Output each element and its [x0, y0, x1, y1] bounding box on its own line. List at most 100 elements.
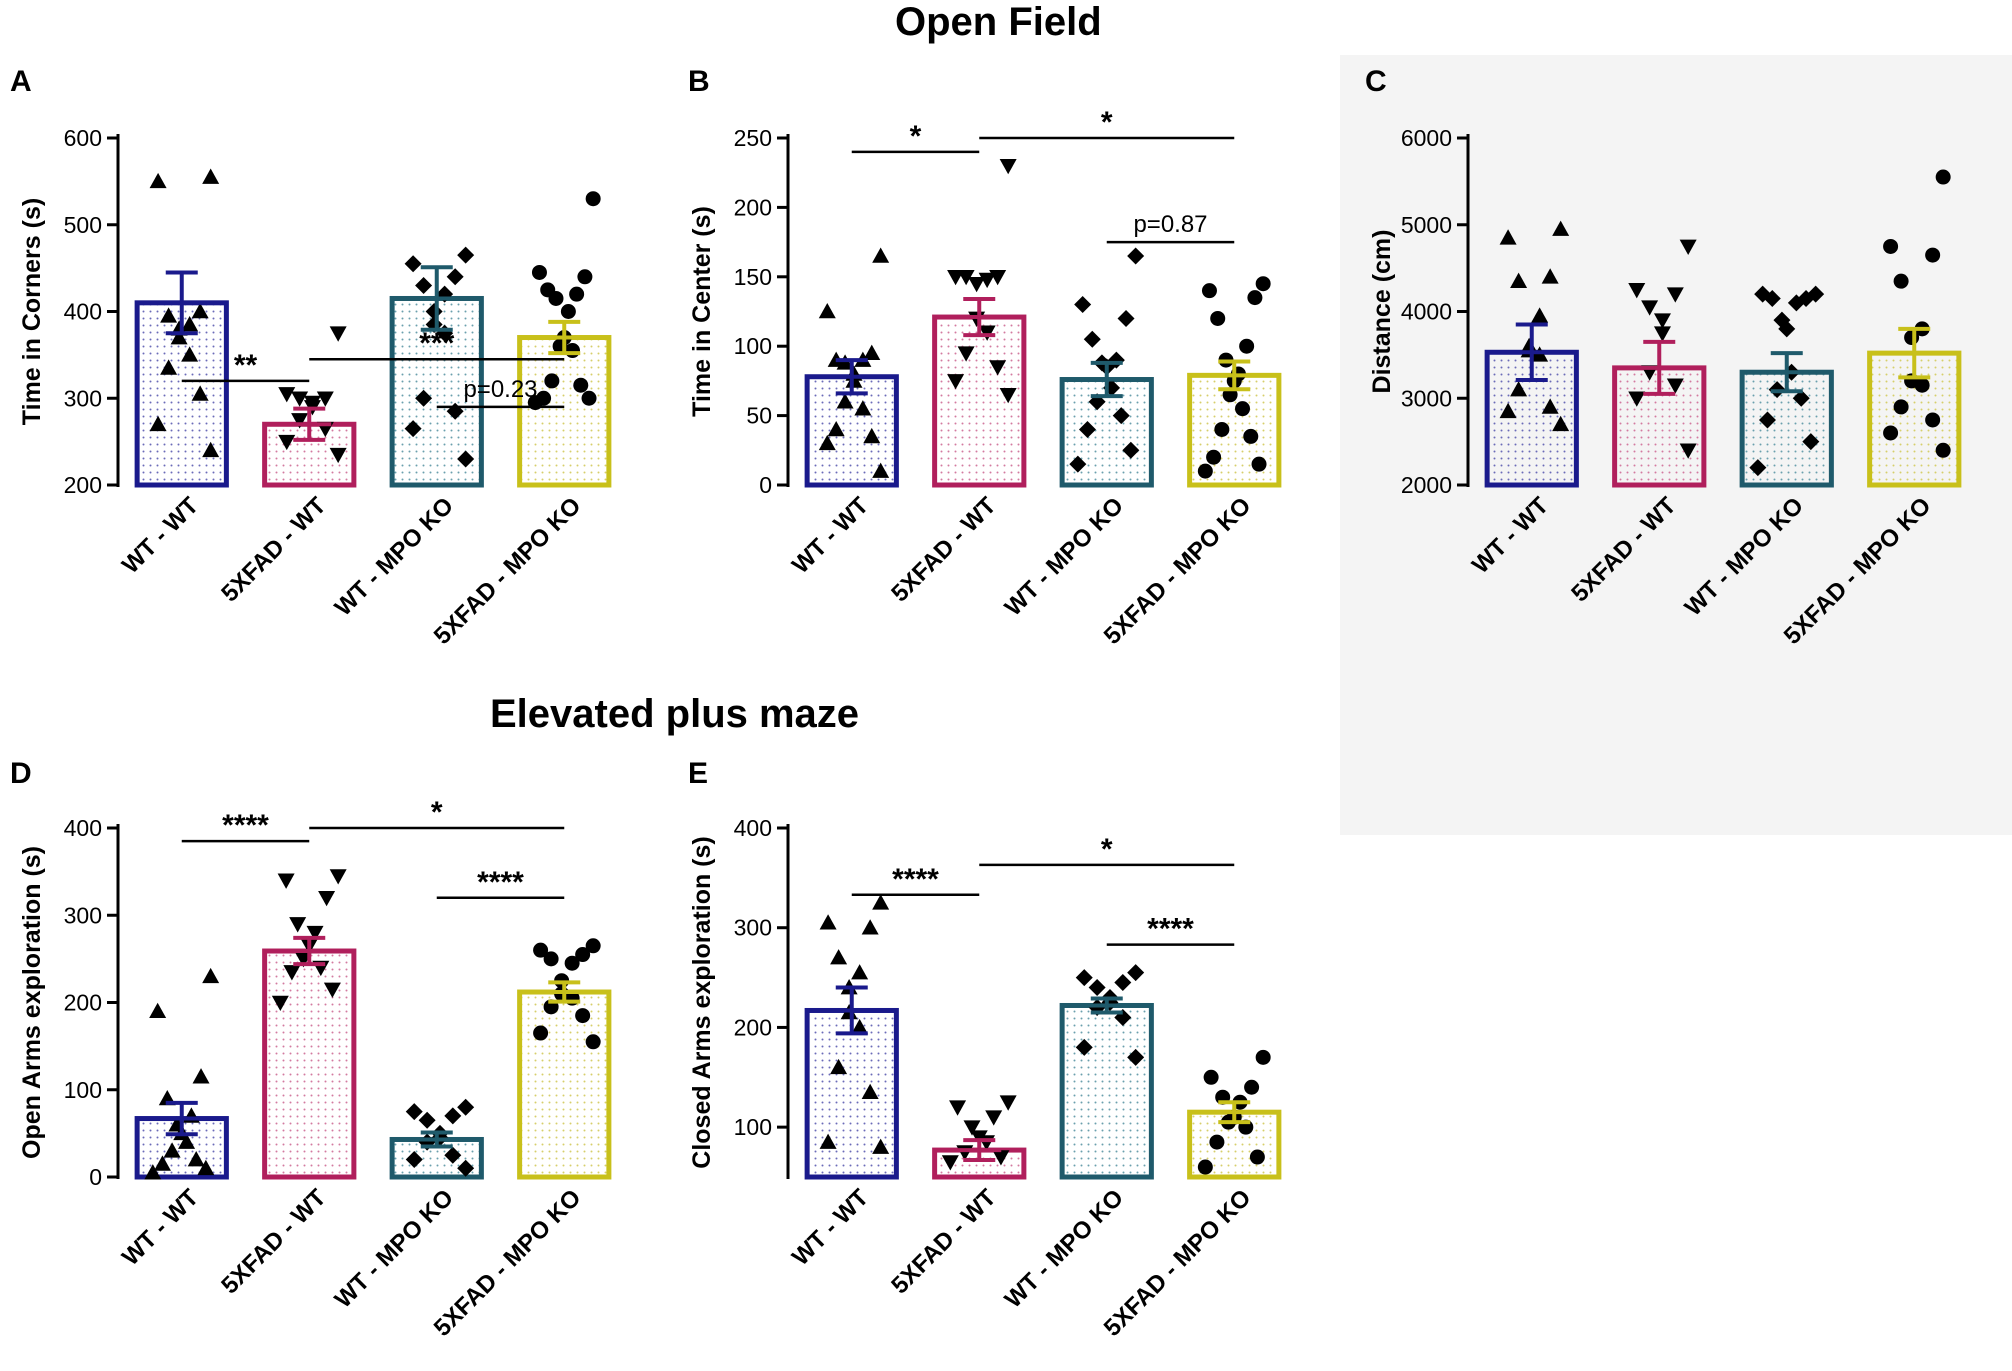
data-point: [415, 389, 433, 407]
y-tick-label: 200: [734, 194, 772, 220]
y-axis-label: Distance (cm): [1368, 230, 1396, 394]
data-point: [187, 1151, 205, 1167]
data-point: [565, 343, 581, 359]
data-point: [278, 434, 296, 451]
bar-e-2: [1059, 1002, 1154, 1180]
y-tick-label: 3000: [1401, 385, 1452, 411]
data-point: [957, 270, 975, 286]
data-point: [818, 303, 836, 319]
data-point: [963, 1120, 981, 1136]
data-point: [544, 373, 560, 389]
panel-label-e: E: [688, 757, 709, 790]
bar-b-1: [932, 314, 1027, 488]
data-point: [316, 391, 334, 407]
data-point: [181, 346, 199, 362]
bar-d-3: [517, 989, 612, 1180]
data-point: [872, 462, 890, 478]
y-tick-label: 200: [734, 1014, 772, 1040]
data-point: [404, 255, 422, 273]
significance-label: ****: [477, 866, 524, 899]
panel-label-c: C: [1365, 65, 1387, 98]
x-tick-label: WT - MPO KO: [1000, 1184, 1129, 1313]
data-point: [863, 427, 881, 444]
data-point: [1510, 381, 1528, 397]
data-point: [585, 1034, 601, 1050]
x-tick-label: WT - MPO KO: [1000, 492, 1129, 621]
x-tick-label: 5XFAD - WT: [216, 492, 331, 607]
data-point: [1078, 420, 1096, 438]
data-point: [1235, 401, 1251, 417]
data-point: [160, 359, 178, 375]
data-point: [1083, 330, 1101, 348]
data-point: [329, 869, 347, 885]
data-point: [1925, 412, 1941, 428]
data-point: [1904, 330, 1920, 346]
data-point: [444, 1146, 462, 1164]
y-tick-label: 150: [734, 264, 772, 290]
data-point: [861, 919, 879, 935]
data-point: [1075, 969, 1093, 987]
data-point: [560, 304, 576, 319]
y-tick-label: 200: [64, 472, 102, 498]
data-point: [947, 374, 965, 390]
data-point: [202, 168, 220, 184]
x-tick-label: 5XFAD - WT: [886, 1184, 1001, 1299]
data-point: [404, 420, 422, 438]
y-axis-label: Closed Arms exploration (s): [688, 836, 716, 1168]
data-point: [457, 450, 475, 468]
data-point: [957, 346, 975, 362]
data-point: [1206, 449, 1222, 465]
x-tick-label: WT - WT: [117, 492, 204, 579]
y-tick-label: 300: [734, 915, 772, 941]
data-point: [1201, 283, 1217, 299]
data-point: [999, 1095, 1017, 1111]
data-point: [845, 372, 863, 388]
data-point: [863, 344, 881, 360]
data-point: [1247, 290, 1263, 306]
significance-label: *: [910, 120, 922, 153]
chart-panel-e: 100 200 300 400 Closed Arms exploration (s) W…: [688, 815, 1282, 1342]
data-point: [1088, 979, 1106, 997]
x-tick-label: WT - WT: [117, 1184, 204, 1271]
significance-label: ****: [222, 809, 269, 842]
y-tick-label: 100: [734, 333, 772, 359]
data-point: [573, 377, 589, 393]
data-point: [941, 1155, 959, 1171]
data-point: [985, 1110, 1003, 1126]
x-tick-label: 5XFAD - WT: [886, 492, 1001, 607]
panel-label-a: A: [10, 65, 32, 98]
y-tick-label: 50: [746, 403, 772, 429]
data-point: [1197, 1159, 1213, 1175]
y-tick-label: 4000: [1401, 299, 1452, 325]
data-point: [318, 891, 336, 907]
y-tick-label: 400: [64, 815, 102, 841]
data-point: [1127, 1048, 1145, 1066]
y-tick-label: 100: [64, 1077, 102, 1103]
data-point: [1069, 455, 1087, 473]
data-point: [405, 1103, 423, 1121]
data-point: [1127, 964, 1145, 982]
data-point: [861, 1083, 879, 1100]
data-point: [970, 1130, 988, 1146]
data-point: [1778, 320, 1796, 338]
data-point: [278, 387, 296, 403]
data-point: [1531, 307, 1549, 323]
data-point: [202, 967, 220, 984]
chart-panel-a: 200 300 400 500 600 Time in Corners (s) WT - W…: [18, 125, 612, 650]
data-point: [1249, 1149, 1265, 1165]
y-tick-label: 600: [64, 125, 102, 151]
y-tick-label: 400: [734, 815, 772, 841]
data-point: [978, 272, 996, 289]
data-point: [872, 894, 890, 910]
y-axis-label: Open Arms exploration (s): [18, 846, 46, 1159]
data-point: [1763, 289, 1781, 307]
data-point: [149, 172, 167, 189]
x-tick-label: 5XFAD - WT: [1566, 492, 1681, 607]
data-point: [1914, 377, 1930, 393]
panel-label-b: B: [688, 65, 710, 98]
data-point: [149, 415, 167, 432]
data-point: [1117, 309, 1135, 327]
y-tick-label: 6000: [1401, 125, 1452, 151]
